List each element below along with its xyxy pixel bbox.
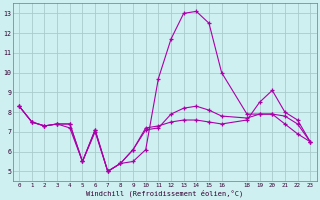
X-axis label: Windchill (Refroidissement éolien,°C): Windchill (Refroidissement éolien,°C) <box>86 189 243 197</box>
